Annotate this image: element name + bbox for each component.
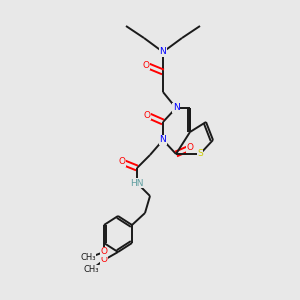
Text: N: N [160, 47, 167, 56]
Text: N: N [160, 136, 167, 145]
Text: O: O [143, 110, 151, 119]
Text: O: O [142, 61, 149, 70]
Text: HN: HN [130, 178, 144, 188]
Text: O: O [118, 158, 125, 166]
Text: O: O [187, 143, 194, 152]
Text: CH₃: CH₃ [83, 266, 99, 274]
Text: S: S [197, 149, 203, 158]
Text: O: O [100, 248, 107, 256]
Text: O: O [100, 256, 107, 265]
Text: N: N [172, 103, 179, 112]
Text: CH₃: CH₃ [80, 254, 96, 262]
